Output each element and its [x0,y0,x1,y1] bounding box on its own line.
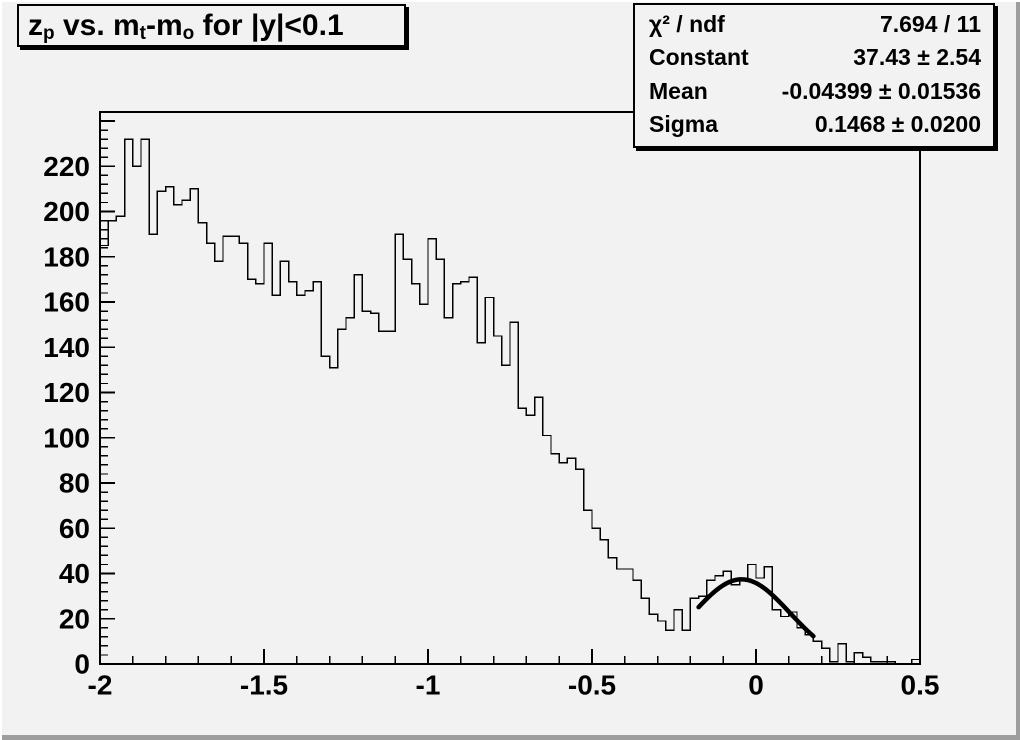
y-axis-label: 20 [59,603,90,634]
x-axis-label: -1 [416,670,441,701]
plot-frame [99,111,921,665]
y-axis-label: 220 [43,151,90,182]
stats-row: Sigma 0.1468 ± 0.0200 [649,111,981,138]
y-axis-label: 40 [59,558,90,589]
stats-value: 0.1468 ± 0.0200 [814,110,981,137]
x-axis-label: 0 [748,670,764,701]
y-axis-label: 100 [43,422,90,453]
stats-label: Sigma [649,110,719,137]
x-axis-label: -1.5 [240,670,288,701]
stats-label: χ² / ndf [649,11,725,38]
stats-box: χ² / ndf 7.694 / 11 Constant 37.43 ± 2.54 Me… [633,3,995,148]
title-text: z [28,8,43,42]
y-axis-label: 120 [43,377,90,408]
stats-value: -0.04399 ± 0.01536 [781,77,981,104]
gaussian-fit-curve [696,577,816,639]
title-subscript: t [139,22,146,44]
histogram-line [99,138,921,665]
stats-label: Constant [649,44,749,71]
y-axis-label: 160 [43,287,90,318]
y-axis-label: 200 [43,196,90,227]
title-text: for |y|<0.1 [194,8,344,42]
title-subscript: o [182,22,195,44]
stats-value: 37.43 ± 2.54 [853,44,981,71]
stats-row: Constant 37.43 ± 2.54 [649,44,981,71]
title-text: vs. m [54,8,140,42]
x-axis-label: 0.5 [901,670,940,701]
stats-row: χ² / ndf 7.694 / 11 [649,11,981,38]
y-axis-label: 80 [59,468,90,499]
title-subscript: p [43,22,55,44]
y-axis-label: 60 [59,513,90,544]
y-axis-label: 0 [74,649,90,680]
title-text: -m [146,8,183,42]
y-axis-label: 140 [43,332,90,363]
stats-value: 7.694 / 11 [879,11,981,38]
stats-label: Mean [649,77,708,104]
stats-row: Mean -0.04399 ± 0.01536 [649,78,981,105]
x-axis-label: -2 [88,670,113,701]
y-axis-label: 180 [43,241,90,272]
x-axis-label: -0.5 [568,670,616,701]
